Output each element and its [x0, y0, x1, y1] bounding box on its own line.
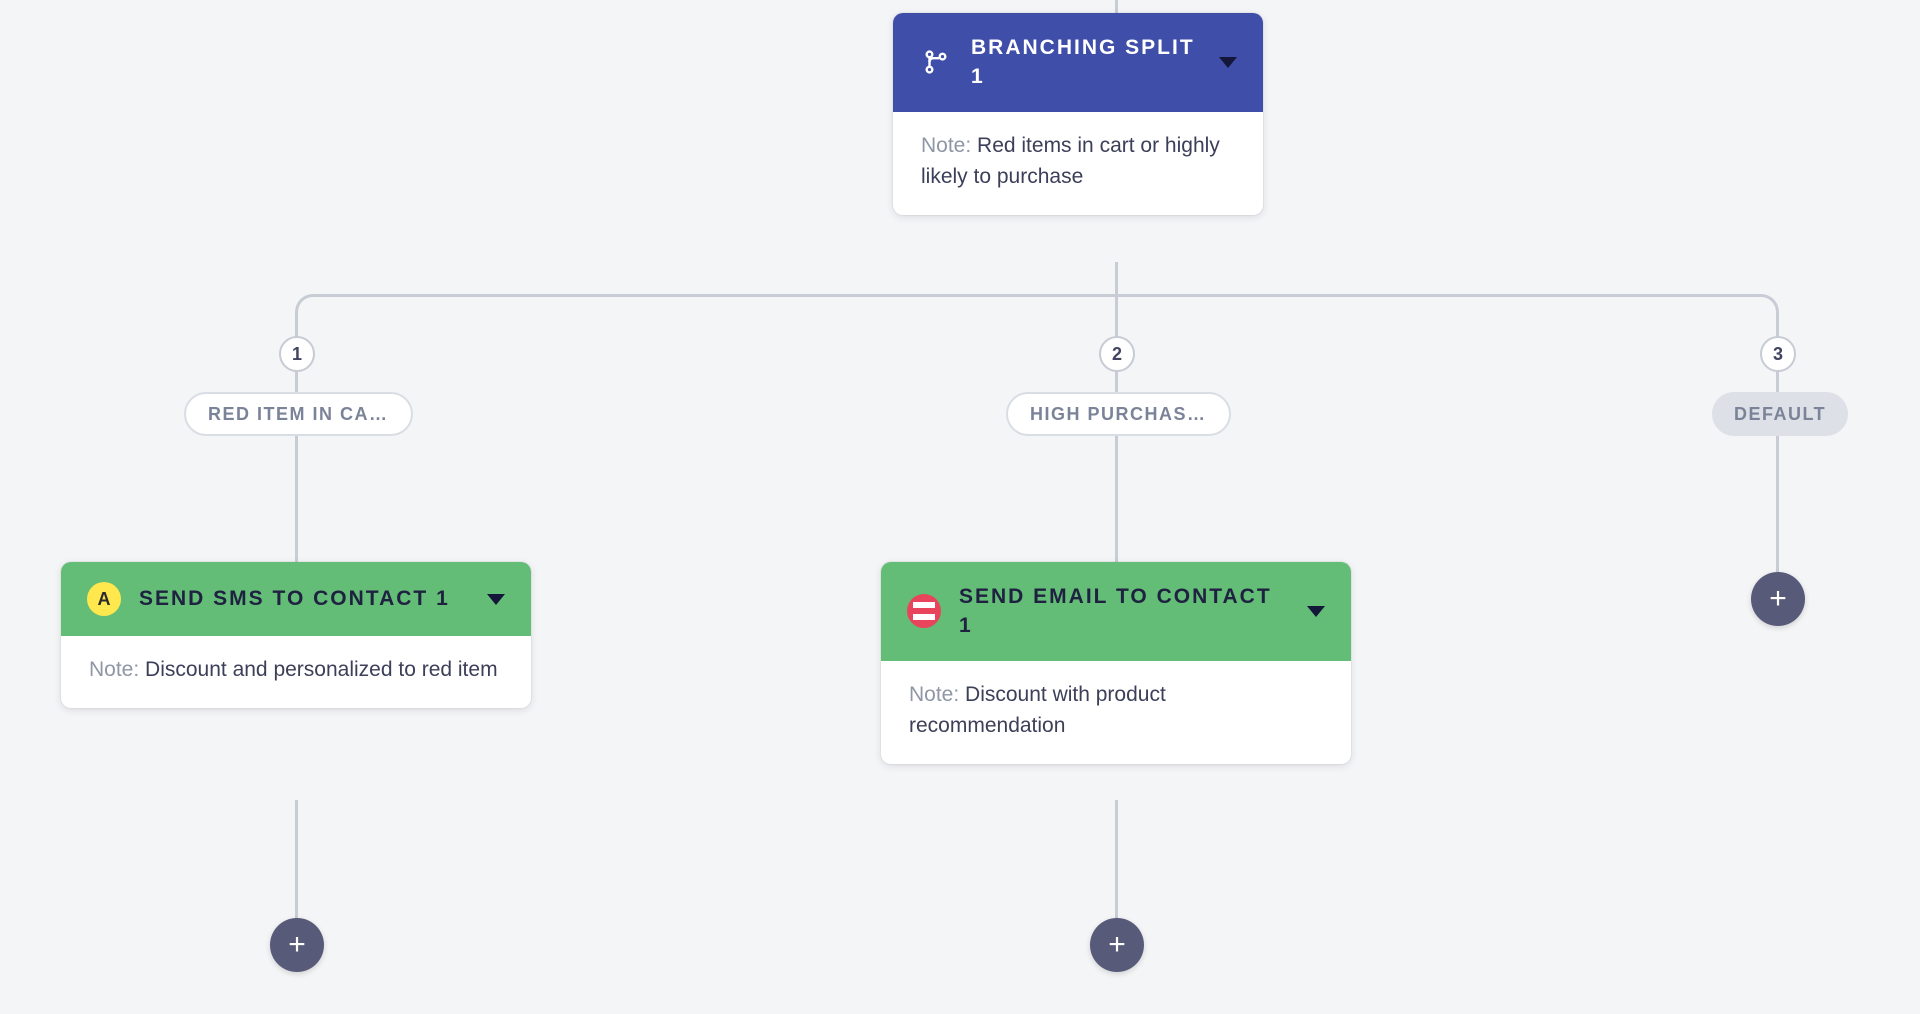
connector: [295, 294, 317, 316]
card-title: BRANCHING SPLIT 1: [971, 33, 1201, 92]
branch-number: 1: [279, 336, 315, 372]
connector: [1115, 0, 1118, 13]
chevron-down-icon[interactable]: [487, 594, 505, 605]
note-label: Note:: [89, 658, 145, 681]
card-body: Note: Red items in cart or highly likely…: [893, 112, 1263, 215]
connector: [1115, 436, 1118, 562]
branch-label-pill[interactable]: RED ITEM IN CA…: [184, 392, 413, 436]
branch-icon: [919, 45, 953, 79]
connector: [295, 800, 298, 920]
card-body: Note: Discount and personalized to red i…: [61, 636, 531, 708]
note-text: Discount and personalized to red item: [145, 658, 498, 681]
connector: [295, 436, 298, 562]
card-title: SEND EMAIL TO CONTACT 1: [959, 582, 1289, 641]
card-header: SEND EMAIL TO CONTACT 1: [881, 562, 1351, 661]
connector: [315, 294, 1759, 297]
branch-number: 2: [1099, 336, 1135, 372]
connector: [1776, 436, 1779, 572]
connector: [1757, 294, 1779, 316]
card-header: BRANCHING SPLIT 1: [893, 13, 1263, 112]
add-step-button[interactable]: +: [1751, 572, 1805, 626]
add-step-button[interactable]: +: [270, 918, 324, 972]
chevron-down-icon[interactable]: [1219, 57, 1237, 68]
node-send-email[interactable]: SEND EMAIL TO CONTACT 1 Note: Discount w…: [881, 562, 1351, 764]
add-step-button[interactable]: +: [1090, 918, 1144, 972]
branch-label-pill[interactable]: DEFAULT: [1712, 392, 1848, 436]
connector: [1115, 800, 1118, 920]
branch-label-pill[interactable]: HIGH PURCHAS…: [1006, 392, 1231, 436]
node-branching-split[interactable]: BRANCHING SPLIT 1 Note: Red items in car…: [893, 13, 1263, 215]
note-label: Note:: [909, 683, 965, 706]
email-icon: [907, 594, 941, 628]
chevron-down-icon[interactable]: [1307, 606, 1325, 617]
card-body: Note: Discount with product recommendati…: [881, 661, 1351, 764]
card-header: A SEND SMS TO CONTACT 1: [61, 562, 531, 636]
branch-number: 3: [1760, 336, 1796, 372]
note-label: Note:: [921, 134, 977, 157]
node-send-sms[interactable]: A SEND SMS TO CONTACT 1 Note: Discount a…: [61, 562, 531, 708]
connector: [1115, 262, 1118, 294]
flow-canvas: BRANCHING SPLIT 1 Note: Red items in car…: [0, 0, 1920, 1014]
sms-icon: A: [87, 582, 121, 616]
card-title: SEND SMS TO CONTACT 1: [139, 584, 469, 613]
